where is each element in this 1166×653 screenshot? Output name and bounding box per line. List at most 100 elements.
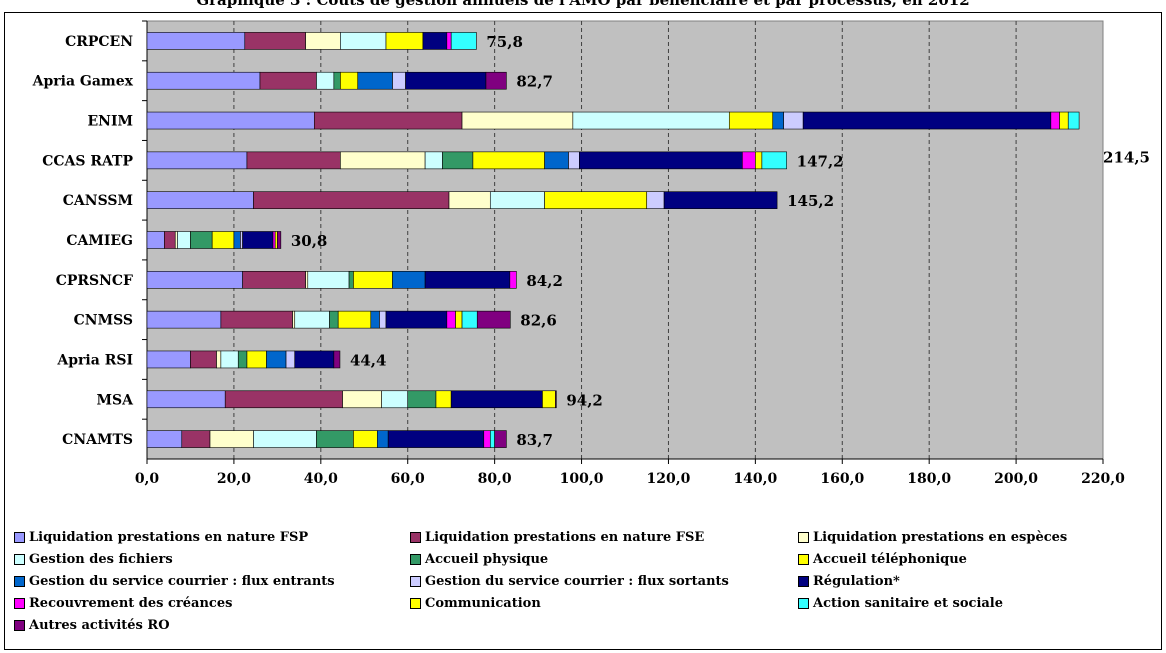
bar-segment bbox=[544, 191, 648, 209]
bar-segment bbox=[1067, 111, 1080, 130]
bar-segment bbox=[220, 310, 293, 329]
legend-label: Régulation* bbox=[813, 574, 900, 589]
bar-segment bbox=[555, 390, 557, 409]
bar-segment bbox=[246, 151, 341, 170]
bar-segment bbox=[216, 350, 222, 369]
bar-segment bbox=[476, 310, 511, 329]
total-label: 44,4 bbox=[350, 351, 387, 369]
legend-item: Communication bbox=[410, 596, 541, 611]
x-tick-label: 200,0 bbox=[994, 471, 1038, 487]
bar-segment bbox=[242, 271, 306, 289]
bar-segment bbox=[381, 390, 409, 409]
bar-segment bbox=[385, 310, 448, 329]
bar-segment bbox=[755, 151, 763, 170]
bar-segment bbox=[579, 151, 743, 170]
bar-segment bbox=[342, 390, 382, 409]
bar-segment bbox=[663, 191, 778, 209]
bar-segment bbox=[292, 310, 296, 329]
bar-segment bbox=[357, 71, 393, 90]
bar-segment bbox=[146, 430, 183, 448]
bar-segment bbox=[146, 390, 226, 409]
total-label: 84,2 bbox=[526, 272, 563, 290]
bar-segment bbox=[237, 350, 248, 369]
x-tick-label: 80,0 bbox=[478, 471, 512, 487]
total-label: 147,2 bbox=[797, 152, 844, 170]
bar-segment bbox=[485, 71, 507, 90]
bar-segment bbox=[392, 71, 406, 90]
bar-segment bbox=[761, 151, 787, 170]
legend-swatch bbox=[798, 554, 809, 565]
x-tick-label: 160,0 bbox=[820, 471, 864, 487]
total-label: 75,8 bbox=[486, 33, 523, 51]
bar-segment bbox=[489, 191, 545, 209]
total-label: 30,8 bbox=[291, 232, 328, 250]
bar-segment bbox=[305, 32, 341, 50]
bar-segment bbox=[542, 390, 556, 409]
bar-segment bbox=[259, 71, 317, 90]
legend-item: Gestion du service courrier : flux entra… bbox=[14, 574, 335, 589]
category-label: MSA bbox=[97, 392, 135, 408]
bar-segment bbox=[316, 71, 335, 90]
bar-segment bbox=[146, 271, 243, 289]
legend-item: Recouvrement des créances bbox=[14, 596, 232, 611]
bar-segment bbox=[435, 390, 452, 409]
x-tick-label: 100,0 bbox=[560, 471, 604, 487]
bar-segment bbox=[146, 310, 222, 329]
legend-label: Action sanitaire et sociale bbox=[813, 596, 1004, 611]
legend-label: Accueil téléphonique bbox=[813, 552, 967, 567]
bar-segment bbox=[407, 390, 437, 409]
bar-segment bbox=[646, 191, 665, 209]
bar-segment bbox=[472, 151, 545, 170]
legend-swatch bbox=[410, 598, 421, 609]
legend-swatch bbox=[798, 532, 809, 543]
total-label: 214,5 bbox=[1103, 149, 1150, 167]
legend-label: Autres activités RO bbox=[29, 618, 170, 633]
total-label: 82,7 bbox=[516, 73, 553, 91]
bar-segment bbox=[313, 111, 463, 130]
legend-swatch bbox=[14, 554, 25, 565]
bar-segment bbox=[370, 310, 380, 329]
legend-swatch bbox=[798, 576, 809, 587]
x-tick-label: 60,0 bbox=[391, 471, 425, 487]
legend-item: Liquidation prestations en espèces bbox=[798, 530, 1067, 545]
category-label: CANSSM bbox=[63, 193, 133, 209]
bar-segment bbox=[146, 191, 254, 209]
bar-segment bbox=[285, 350, 296, 369]
legend-label: Gestion des fichiers bbox=[29, 552, 173, 567]
legend-item: Action sanitaire et sociale bbox=[798, 596, 1003, 611]
bar-segment bbox=[483, 430, 491, 448]
bar-segment bbox=[385, 32, 424, 50]
chart-frame bbox=[4, 12, 1162, 650]
bar-segment bbox=[424, 151, 443, 170]
chart-title: Graphique 3 : Coûts de gestion annuels d… bbox=[196, 0, 970, 9]
legend-label: Gestion du service courrier : flux sorta… bbox=[425, 574, 729, 589]
total-label: 94,2 bbox=[566, 391, 603, 409]
bar-segment bbox=[728, 111, 774, 130]
bar-segment bbox=[742, 151, 756, 170]
bar-segment bbox=[568, 151, 580, 170]
bar-segment bbox=[181, 430, 211, 448]
category-label: Apria RSI bbox=[56, 352, 133, 368]
legend-label: Liquidation prestations en espèces bbox=[813, 530, 1068, 545]
bar-segment bbox=[448, 191, 491, 209]
bar-segment bbox=[450, 390, 543, 409]
category-label: CAMIEG bbox=[66, 233, 133, 249]
legend-item: Liquidation prestations en nature FSE bbox=[410, 530, 704, 545]
bar-segment bbox=[450, 32, 477, 50]
x-tick-label: 120,0 bbox=[647, 471, 691, 487]
category-label: CCAS RATP bbox=[42, 153, 133, 169]
bar-segment bbox=[211, 231, 235, 249]
legend-swatch bbox=[14, 598, 25, 609]
x-tick-label: 220,0 bbox=[1081, 471, 1125, 487]
bar-segment bbox=[446, 310, 456, 329]
bar-segment bbox=[379, 310, 387, 329]
bar-segment bbox=[266, 350, 287, 369]
bar-segment bbox=[246, 350, 267, 369]
legend-swatch bbox=[410, 532, 421, 543]
bar-segment bbox=[572, 111, 730, 130]
legend-label: Accueil physique bbox=[425, 552, 549, 567]
bar-segment bbox=[174, 231, 178, 249]
bar-segment bbox=[307, 271, 350, 289]
legend-swatch bbox=[14, 532, 25, 543]
category-label: CPRSNCF bbox=[56, 273, 133, 289]
